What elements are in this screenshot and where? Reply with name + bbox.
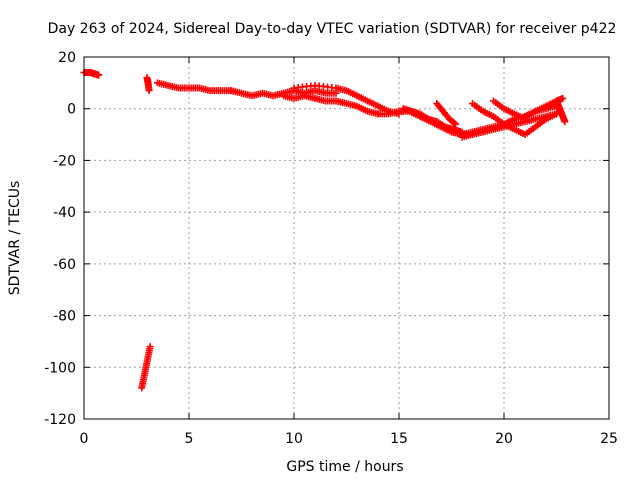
data-point xyxy=(559,94,567,102)
data-point xyxy=(145,87,153,95)
y-tick-label: -40 xyxy=(53,205,76,221)
x-tick-label: 20 xyxy=(495,431,513,447)
x-axis-label: GPS time / hours xyxy=(286,459,403,475)
y-tick-label: -20 xyxy=(53,153,76,169)
x-tick-label: 0 xyxy=(80,431,89,447)
y-tick-label: -80 xyxy=(53,309,76,325)
data-marks xyxy=(80,69,569,392)
y-tick-label: 0 xyxy=(67,102,76,118)
data-point xyxy=(452,120,460,128)
axes: 0 5 10 15 20 25 20 0 -20 -40 -60 -80 -100 -120 xyxy=(44,50,618,447)
chart-title: Day 263 of 2024, Sidereal Day-to-day VTE… xyxy=(48,21,617,37)
y-tick-label: 20 xyxy=(58,50,76,66)
y-tick-label: -60 xyxy=(53,257,76,273)
y-tick-label: -100 xyxy=(44,360,76,376)
y-axis-label: SDTVAR / TECUs xyxy=(7,181,23,296)
data-point xyxy=(561,118,569,126)
y-tick-label: -120 xyxy=(44,412,76,428)
data-point xyxy=(450,119,458,127)
data-point xyxy=(146,343,154,351)
x-tick-label: 5 xyxy=(185,431,194,447)
plot-frame xyxy=(83,56,610,420)
x-tick-label: 15 xyxy=(390,431,408,447)
x-tick-label: 10 xyxy=(285,431,303,447)
x-tick-label: 25 xyxy=(600,431,618,447)
data-point xyxy=(95,71,103,79)
